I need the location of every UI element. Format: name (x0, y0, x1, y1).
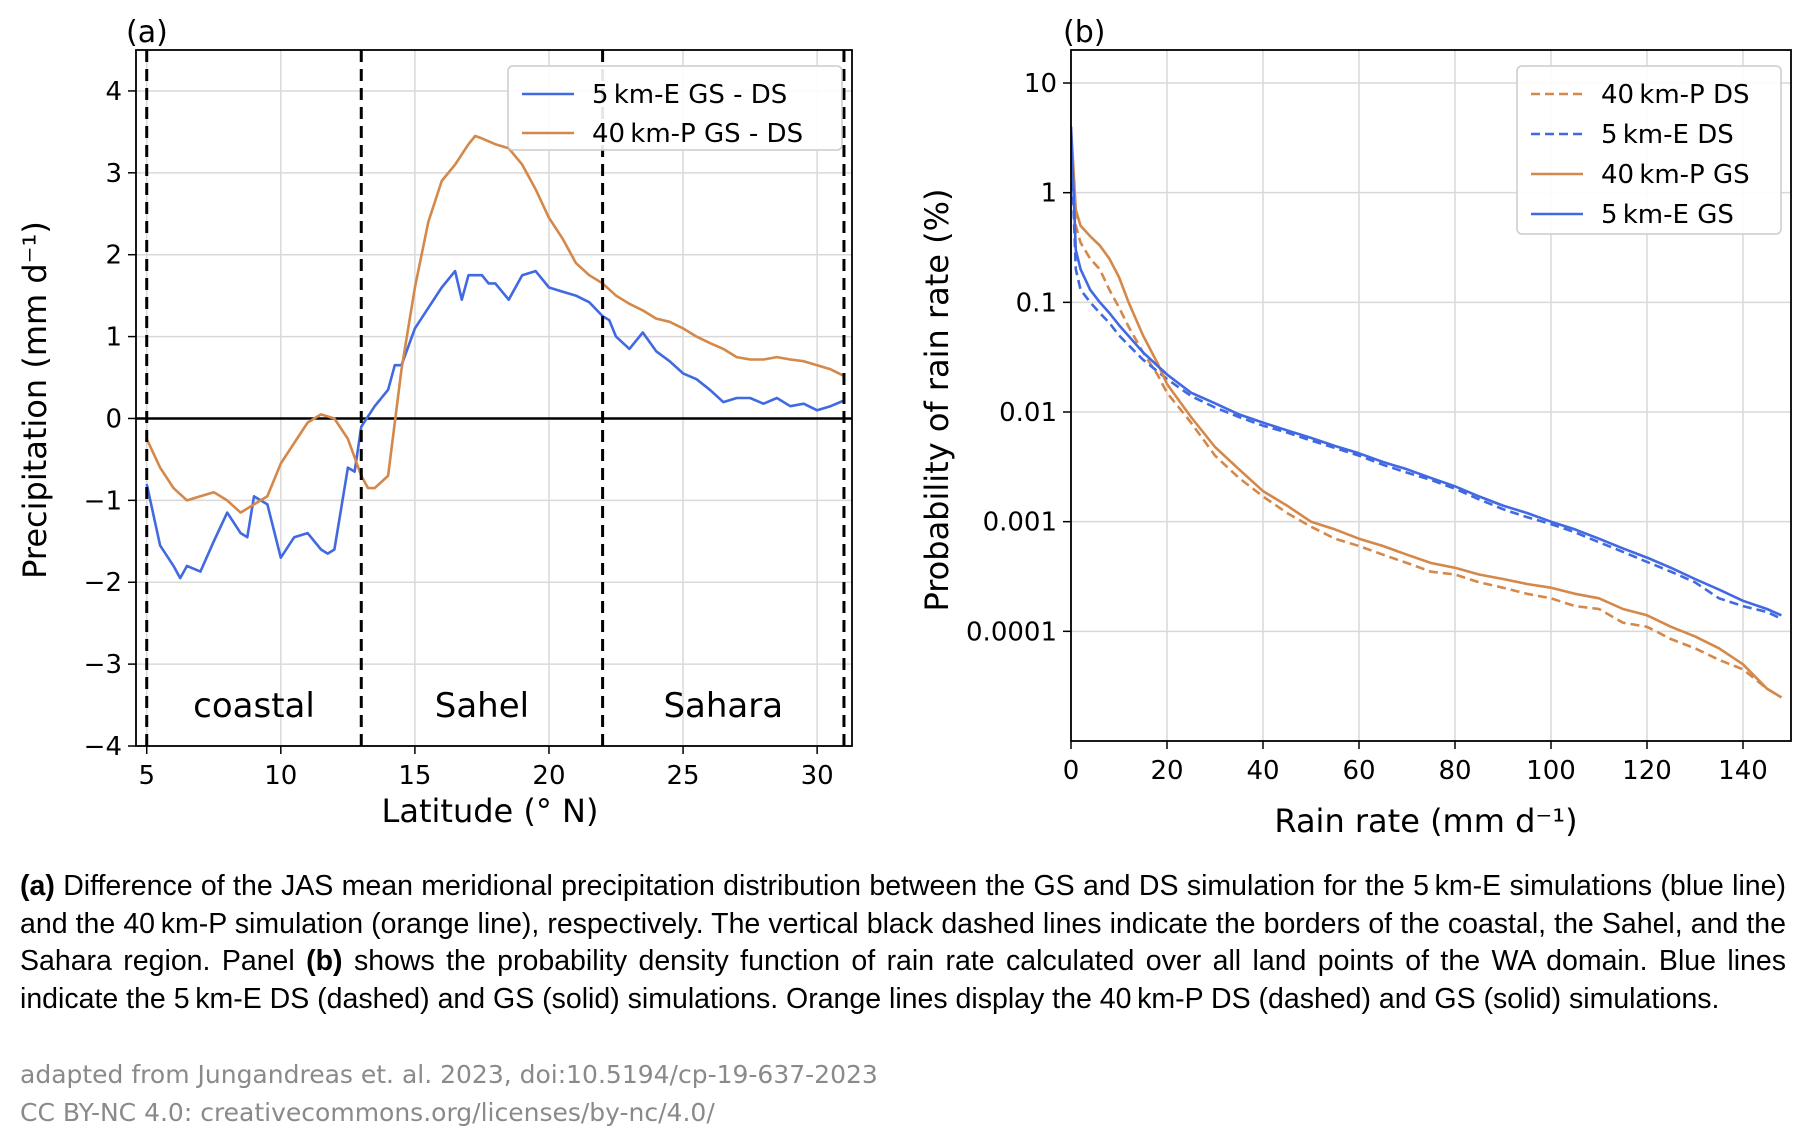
x-tick-label: 140 (1718, 756, 1768, 786)
credit-license: CC BY-NC 4.0: creativecommons.org/licens… (20, 1098, 715, 1127)
x-tick-label: 30 (801, 761, 834, 791)
region-label: coastal (193, 686, 315, 726)
y-tick-label: −1 (84, 486, 122, 516)
legend-label: 5 km-E DS (1601, 120, 1734, 150)
y-tick-label: −3 (84, 650, 122, 680)
credit-source: adapted from Jungandreas et. al. 2023, d… (20, 1060, 878, 1089)
series-line-40-km-p-ds (1071, 140, 1783, 699)
legend-box (507, 65, 843, 151)
series-line-5-km-e-gs-ds (145, 269, 845, 580)
x-tick-label: 5 (138, 761, 155, 791)
legend-label: 5 km-E GS (1601, 200, 1734, 230)
y-tick-label: 0.001 (983, 508, 1057, 538)
y-tick-label: −2 (84, 568, 122, 598)
y-tick-label: −4 (84, 732, 122, 762)
y-tick-label: 4 (105, 77, 122, 107)
y-tick-label: 2 (105, 241, 122, 271)
x-tick-label: 20 (1150, 756, 1183, 786)
x-tick-label: 80 (1438, 756, 1471, 786)
series-line-5-km-e-gs (1071, 126, 1782, 617)
legend-label: 40 km-P DS (1601, 80, 1750, 110)
x-tick-label: 60 (1342, 756, 1375, 786)
region-label: Sahel (435, 686, 529, 726)
caption-a-label: (a) (20, 870, 55, 902)
legend-label: 40 km-P GS - DS (592, 119, 803, 149)
figure: (a) Latitude (° N) Precipitation (mm d⁻¹… (16, 15, 1792, 840)
caption-a-text: Difference of the JAS mean meridional pr… (20, 870, 1786, 977)
y-tick-label: 0.01 (999, 398, 1057, 428)
x-tick-label: 0 (1063, 756, 1080, 786)
panel-a-ylabel: Precipitation (mm d⁻¹) (16, 221, 54, 579)
y-tick-label: 3 (105, 159, 122, 189)
x-tick-label: 100 (1526, 756, 1576, 786)
caption-b-label: (b) (306, 945, 343, 977)
panel-b-label: (b) (1063, 15, 1105, 50)
axes-frame (1070, 49, 1792, 742)
legend-label: 40 km-P GS (1601, 160, 1750, 190)
x-tick-label: 120 (1622, 756, 1672, 786)
series-line-40-km-p-gs (1071, 126, 1783, 699)
y-tick-label: 0 (105, 404, 122, 434)
panel-a: (a) Latitude (° N) Precipitation (mm d⁻¹… (16, 15, 853, 830)
panel-b: (b) Rain rate (mm d⁻¹) Probability of ra… (918, 15, 1792, 840)
panel-a-xlabel: Latitude (° N) (382, 792, 599, 830)
x-tick-label: 15 (398, 761, 431, 791)
caption-b-text: shows the probability density function o… (20, 945, 1786, 1015)
legend-box (1516, 65, 1782, 235)
x-tick-label: 10 (264, 761, 297, 791)
y-tick-label: 0.1 (1016, 288, 1057, 318)
panel-b-ylabel: Probability of rain rate (%) (918, 189, 956, 612)
x-tick-label: 20 (532, 761, 565, 791)
legend-label: 5 km-E GS - DS (592, 80, 787, 110)
y-tick-label: 1 (1040, 179, 1057, 209)
region-label: Sahara (663, 686, 783, 726)
panel-b-xlabel: Rain rate (mm d⁻¹) (1274, 802, 1577, 840)
series-line-40-km-p-gs-ds (145, 134, 845, 514)
panel-a-label: (a) (126, 15, 168, 50)
x-tick-label: 40 (1246, 756, 1279, 786)
axes-frame (135, 49, 853, 747)
x-tick-label: 25 (667, 761, 700, 791)
y-tick-label: 10 (1024, 69, 1057, 99)
y-tick-label: 1 (105, 323, 122, 353)
figure-caption: (a) Difference of the JAS mean meridiona… (20, 868, 1786, 1018)
y-tick-label: 0.0001 (966, 617, 1057, 647)
series-line-5-km-e-ds (1071, 140, 1782, 620)
